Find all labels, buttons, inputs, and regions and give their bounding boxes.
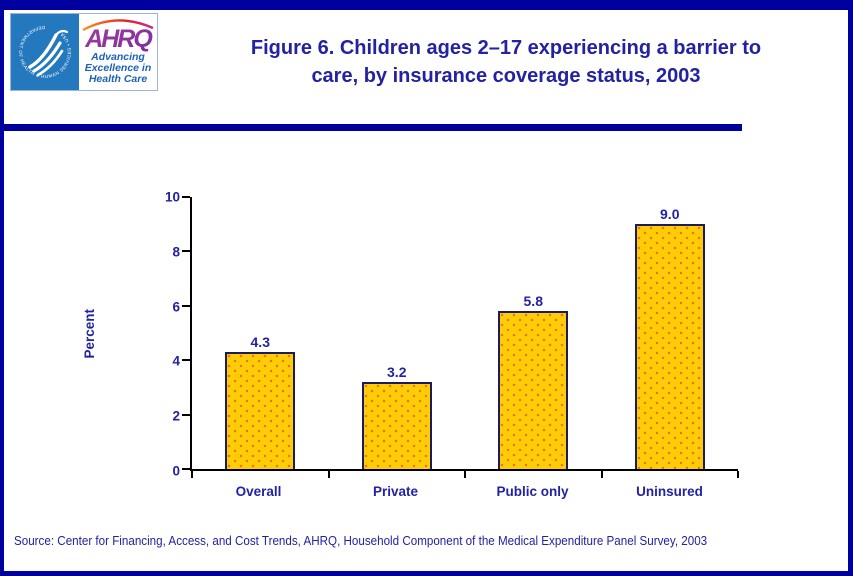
category-label: Public only <box>496 484 569 499</box>
figure-title: Figure 6. Children ages 2–17 experiencin… <box>170 34 842 90</box>
y-tick-label: 8 <box>172 244 180 260</box>
x-tick-mark <box>600 471 603 478</box>
bar-slot: 3.2 <box>329 197 466 469</box>
ahrq-tagline: Advancing Excellence in Health Care <box>85 52 152 85</box>
ahrq-logo-icon: AHRQ <box>82 19 155 53</box>
category-label: Uninsured <box>636 484 703 499</box>
ahrq-acronym-text: AHRQ <box>84 25 153 53</box>
figure-title-line-2: care, by insurance coverage status, 2003 <box>311 65 701 87</box>
bar-slot: 5.8 <box>465 197 602 469</box>
y-tick-mark <box>182 359 190 362</box>
x-tick-mark <box>191 471 193 478</box>
bar: 9.0 <box>634 206 705 469</box>
bar: 5.8 <box>498 293 569 469</box>
y-tick-label: 2 <box>172 408 180 424</box>
hhs-seal: DEPARTMENT OF HEALTH & HUMAN SERVICES • … <box>11 14 79 90</box>
bar-value-label: 9.0 <box>660 206 680 223</box>
y-tick-mark <box>182 468 190 470</box>
bar: 4.3 <box>225 334 296 469</box>
tagline-line: Advancing <box>91 51 145 63</box>
tagline-line: Health Care <box>88 73 148 85</box>
y-tick-mark <box>182 413 190 416</box>
category-label: Overall <box>235 484 282 499</box>
bar-value-label: 4.3 <box>250 334 270 351</box>
y-tick-mark <box>182 250 190 253</box>
tagline-line: Excellence in <box>84 62 152 74</box>
hhs-eagle-icon: DEPARTMENT OF HEALTH & HUMAN SERVICES • … <box>18 25 71 79</box>
source-note: Source: Center for Financing, Access, an… <box>14 534 708 548</box>
x-tick-mark <box>327 471 330 478</box>
y-axis-title: Percent <box>59 197 119 471</box>
y-axis-title-text: Percent <box>81 309 97 359</box>
bar-chart-plot-area: 4.3 3.2 5.8 9.0 <box>182 196 739 478</box>
y-axis-tick-labels: 0 2 4 6 8 10 <box>144 190 180 479</box>
y-tick-label: 4 <box>172 353 180 369</box>
category-label: Private <box>372 484 419 499</box>
bar-slot: 4.3 <box>192 197 329 469</box>
x-tick-mark <box>464 471 466 478</box>
bar-value-label: 3.2 <box>387 363 407 380</box>
y-tick-mark <box>182 196 190 198</box>
figure-title-line-1: Figure 6. Children ages 2–17 experiencin… <box>250 37 762 59</box>
y-tick-mark <box>182 304 190 307</box>
ahrq-wordmark: AHRQ Advancing Excellence in Health Care <box>79 14 157 90</box>
bar-value-label: 5.8 <box>523 293 543 310</box>
y-tick-label: 10 <box>164 189 180 205</box>
x-tick-mark <box>737 471 739 478</box>
header-divider-bar <box>0 124 742 131</box>
x-axis-category-labels: Overall Private Public only Uninsured <box>190 484 738 502</box>
y-tick-label: 6 <box>172 299 180 315</box>
bars-container: 4.3 3.2 5.8 9.0 <box>192 197 738 469</box>
bar: 3.2 <box>361 364 432 469</box>
bar-slot: 9.0 <box>602 197 739 469</box>
y-tick-label: 0 <box>172 463 180 479</box>
ahrq-hhs-logo: DEPARTMENT OF HEALTH & HUMAN SERVICES • … <box>10 13 158 91</box>
